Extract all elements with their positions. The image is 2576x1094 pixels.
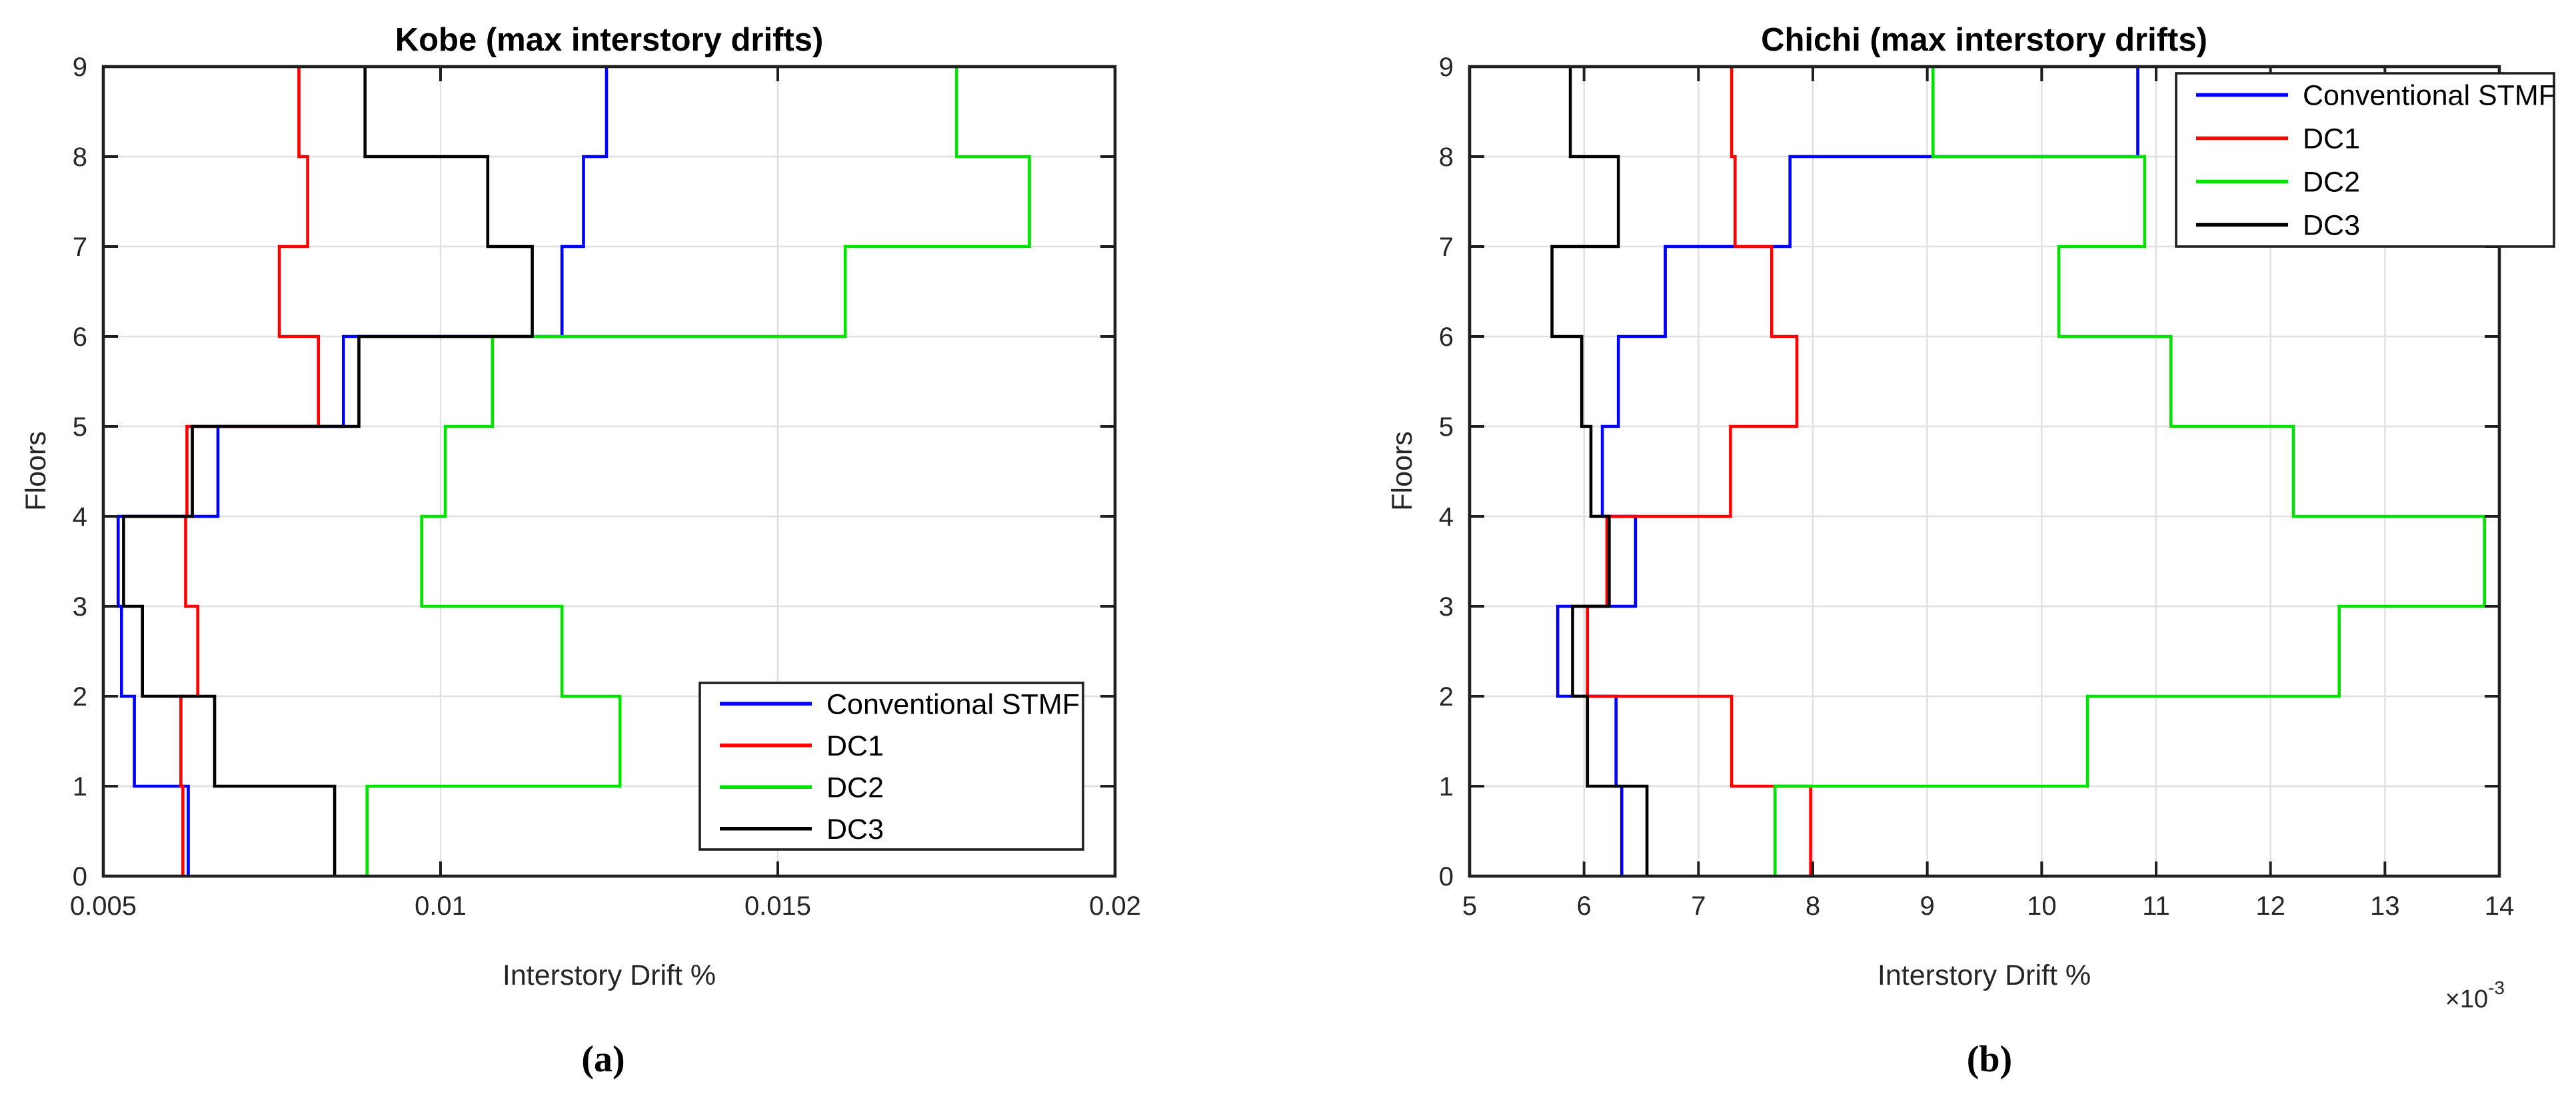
series-line-conventional-stmf xyxy=(1556,67,2139,876)
legend-box xyxy=(2175,72,2555,248)
kobe-series xyxy=(117,67,1031,876)
y-tick-label: 1 xyxy=(73,772,87,802)
series-line-dc3 xyxy=(1550,67,1649,876)
y-tick-label: 4 xyxy=(1439,502,1454,532)
legend-label: DC2 xyxy=(826,772,884,804)
y-tick-label: 6 xyxy=(73,322,87,352)
chichi-series xyxy=(1550,67,2486,876)
chichi-x-offset-label: ×10-3 xyxy=(2445,977,2505,1013)
y-tick-label: 9 xyxy=(1439,53,1454,82)
y-tick-label: 7 xyxy=(73,233,87,262)
y-tick-label: 8 xyxy=(1439,143,1454,172)
kobe-caption: (a) xyxy=(581,1039,625,1080)
legend-label: DC2 xyxy=(2303,167,2360,199)
legend-label: DC1 xyxy=(2303,123,2360,155)
kobe-plot: 0.005 0.01 0.015 0.02 0 1 2 3 4 5 6 7 8 9 Kobe (max i… xyxy=(20,22,1141,1080)
series-line-dc1 xyxy=(1586,67,1812,876)
series-line-dc2 xyxy=(365,67,1031,876)
y-tick-label: 0 xyxy=(73,862,87,891)
x-tick-label: 13 xyxy=(2370,891,2400,921)
y-tick-label: 3 xyxy=(73,592,87,622)
series-line-dc3 xyxy=(122,67,534,876)
kobe-axes-box xyxy=(101,65,1117,878)
kobe-yaxis-label: Floors xyxy=(20,431,52,510)
kobe-legend: Conventional STMF DC1 DC2 DC3 xyxy=(698,682,1084,851)
x-tick-label: 11 xyxy=(2142,891,2170,921)
kobe-xaxis-label: Interstory Drift % xyxy=(503,959,716,991)
y-tick-label: 4 xyxy=(73,502,87,532)
y-tick-label: 5 xyxy=(73,412,87,442)
kobe-title: Kobe (max interstory drifts) xyxy=(395,22,824,58)
x-tick-label: 12 xyxy=(2255,891,2285,921)
y-tick-label: 0 xyxy=(1439,862,1454,891)
kobe-tick-labels: 0.005 0.01 0.015 0.02 0 1 2 3 4 5 6 7 8 9 xyxy=(70,53,1141,921)
x-tick-label: 6 xyxy=(1577,891,1592,921)
series-line-conventional-stmf xyxy=(117,67,609,876)
x-tick-label: 0.015 xyxy=(744,891,811,921)
y-tick-label: 6 xyxy=(1439,322,1454,352)
x-tick-label: 5 xyxy=(1462,891,1477,921)
chichi-xaxis-label: Interstory Drift % xyxy=(1878,959,2091,991)
chichi-axes-box xyxy=(1468,65,2501,878)
x-tick-label: 8 xyxy=(1806,891,1820,921)
x-tick-label: 0.01 xyxy=(415,891,467,921)
y-tick-label: 2 xyxy=(73,682,87,712)
x-tick-label: 7 xyxy=(1691,891,1706,921)
legend-label: Conventional STMF xyxy=(2303,80,2556,112)
y-tick-label: 5 xyxy=(1439,412,1454,442)
y-tick-label: 1 xyxy=(1439,772,1454,802)
legend-label: DC3 xyxy=(826,814,884,845)
x-tick-label: 10 xyxy=(2027,891,2057,921)
x-tick-label: 9 xyxy=(1920,891,1935,921)
y-tick-label: 7 xyxy=(1439,233,1454,262)
legend-box xyxy=(698,682,1084,851)
chichi-yaxis-label: Floors xyxy=(1386,431,1418,510)
x-tick-label: 0.02 xyxy=(1089,891,1141,921)
y-tick-label: 8 xyxy=(73,143,87,172)
legend-label: DC3 xyxy=(2303,210,2360,242)
y-tick-label: 2 xyxy=(1439,682,1454,712)
x-tick-label: 14 xyxy=(2485,891,2515,921)
chichi-title: Chichi (max interstory drifts) xyxy=(1761,22,2207,58)
chichi-legend: Conventional STMF DC1 DC2 DC3 xyxy=(2175,72,2556,248)
kobe-tick-marks xyxy=(102,65,1116,877)
x-tick-label: 0.005 xyxy=(70,891,137,921)
legend-label: Conventional STMF xyxy=(826,688,1080,720)
y-tick-label: 3 xyxy=(1439,592,1454,622)
series-line-dc1 xyxy=(179,67,321,876)
series-line-dc2 xyxy=(1774,67,2486,876)
legend-label: DC1 xyxy=(826,730,884,762)
chichi-caption: (b) xyxy=(1967,1039,2012,1080)
y-tick-label: 9 xyxy=(73,53,87,82)
